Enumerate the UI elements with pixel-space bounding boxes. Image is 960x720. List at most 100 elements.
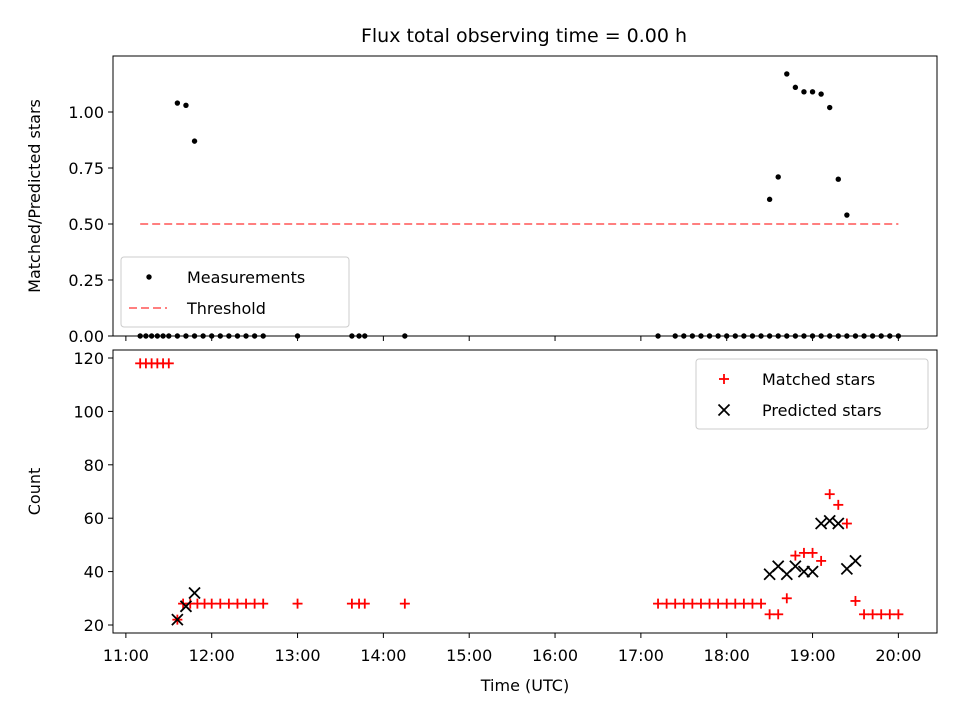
data-point: [704, 598, 715, 609]
data-point: [876, 609, 887, 620]
data-point: [399, 598, 410, 609]
x-tick-label: 20:00: [875, 646, 921, 665]
data-point: [818, 91, 824, 97]
data-point: [893, 609, 904, 620]
data-point: [695, 598, 706, 609]
data-point: [179, 600, 193, 613]
x-tick-label: 14:00: [360, 646, 406, 665]
data-point: [171, 613, 184, 626]
axes-frame: [112, 349, 938, 634]
top-plot: 0.00 0.25 0.50 0.75 1.00 Matched/Predicted st…: [25, 55, 938, 346]
legend-dot-marker: [146, 274, 152, 280]
data-point: [163, 358, 174, 369]
x-tick-label: 11:00: [103, 646, 149, 665]
y-tick-label: 100: [73, 402, 104, 421]
data-point: [687, 598, 698, 609]
data-point: [653, 598, 664, 609]
bottom-plot: 20 40 60 80 100 120 11:00 12:00 13:00 14:00 15:00 1…: [25, 349, 938, 695]
x-tick-label: 13:00: [274, 646, 320, 665]
data-point: [867, 609, 878, 620]
data-point: [835, 176, 841, 182]
data-point: [773, 609, 784, 620]
data-point: [206, 598, 217, 609]
legend-label: Matched stars: [762, 370, 875, 389]
legend: Measurements Threshold: [120, 256, 350, 328]
x-tick-label: 17:00: [618, 646, 664, 665]
x-tick-label: 18:00: [704, 646, 750, 665]
data-point: [292, 598, 303, 609]
data-point: [249, 598, 260, 609]
y-tick-label: 40: [84, 563, 104, 582]
data-point: [824, 489, 835, 500]
y-tick-label: 1.00: [68, 103, 104, 122]
x-tick-label: 15:00: [446, 646, 492, 665]
y-tick-label: 20: [84, 616, 104, 635]
data-point: [232, 598, 243, 609]
y-tick-label: 80: [84, 456, 104, 475]
series-matched-stars: [135, 358, 904, 625]
data-point: [258, 598, 269, 609]
data-point: [784, 71, 790, 77]
data-point: [792, 84, 799, 91]
data-point: [814, 517, 828, 530]
legend-box: [120, 256, 350, 328]
figure-title: Flux total observing time = 0.00 h: [361, 25, 687, 47]
x-tick-label: 12:00: [189, 646, 235, 665]
data-point: [806, 565, 819, 578]
data-point: [775, 174, 781, 180]
data-point: [188, 586, 201, 600]
legend-label: Threshold: [186, 299, 266, 318]
data-point: [790, 550, 801, 561]
data-point: [359, 598, 370, 609]
data-point: [850, 595, 861, 606]
legend-plus-marker: [719, 374, 729, 384]
data-point: [841, 518, 852, 529]
y-tick-label: 0.50: [68, 215, 104, 234]
data-point: [766, 196, 773, 203]
data-point: [832, 517, 845, 530]
data-point: [713, 598, 724, 609]
data-point: [670, 598, 681, 609]
data-point: [191, 138, 198, 144]
data-point: [884, 609, 895, 620]
legend-label: Predicted stars: [762, 401, 882, 420]
data-point: [798, 547, 809, 558]
legend-box: [695, 358, 929, 430]
data-point: [807, 547, 818, 558]
x-tick-label: 16:00: [532, 646, 578, 665]
data-point: [241, 598, 252, 609]
legend: Matched stars Predicted stars: [695, 358, 929, 430]
data-point: [678, 598, 689, 609]
y-axis-label: Matched/Predicted stars: [25, 99, 44, 293]
legend-label: Measurements: [187, 268, 305, 287]
data-point: [844, 212, 850, 218]
data-point: [833, 499, 844, 510]
data-point: [223, 598, 234, 609]
data-point: [781, 593, 792, 604]
axes-frame: [112, 55, 938, 337]
data-point: [849, 554, 862, 568]
y-tick-label: 60: [84, 509, 104, 528]
x-axis-label: Time (UTC): [480, 676, 569, 695]
data-point: [183, 102, 189, 108]
data-point: [215, 598, 226, 609]
data-point: [764, 609, 775, 620]
data-point: [721, 598, 732, 609]
x-tick-label: 19:00: [789, 646, 835, 665]
data-point: [816, 555, 827, 566]
y-tick-label: 0.00: [68, 327, 104, 346]
data-point: [823, 514, 836, 528]
data-point: [730, 598, 741, 609]
y-tick-label: 120: [73, 349, 104, 368]
y-axis-label: Count: [25, 468, 44, 516]
data-point: [827, 104, 833, 111]
data-point: [756, 598, 767, 609]
data-point: [174, 100, 181, 106]
data-point: [661, 598, 672, 609]
data-point: [859, 609, 870, 620]
data-point: [789, 560, 802, 573]
data-point: [801, 89, 807, 95]
data-point: [738, 598, 749, 609]
legend-x-marker: [717, 403, 731, 417]
